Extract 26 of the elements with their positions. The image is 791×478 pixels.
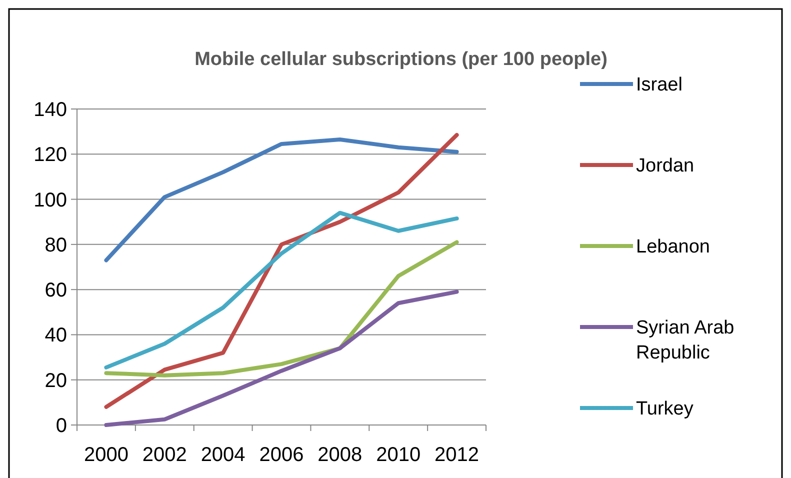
y-tick-label: 40 [44,324,67,347]
y-tick-label: 140 [34,99,67,121]
legend-label: Lebanon [636,236,710,258]
x-tick-label: 2004 [200,444,246,466]
legend-label: Turkey [636,398,694,420]
legend-label: Israel [636,74,682,96]
line-series [104,132,459,409]
x-tick-label: 2008 [318,444,362,466]
line-series [104,240,459,378]
y-tick-label: 100 [34,189,67,212]
x-tick-label: 2010 [376,444,421,466]
line-series [104,210,459,370]
y-tick-label: 120 [34,144,67,166]
chart-title: Mobile cellular subscriptions (per 100 people) [194,49,608,70]
legend-label: Jordan [636,156,694,177]
legend-label: Syrian Arab Republic [636,318,734,364]
x-tick-label: 2012 [434,444,480,466]
x-tick-label: 2000 [84,444,128,466]
y-tick-label: 0 [56,415,67,437]
line-series [104,290,459,427]
y-tick-label: 60 [44,280,67,302]
x-tick-label: 2002 [142,444,187,466]
x-tick-label: 2006 [259,444,304,466]
y-tick-label: 20 [44,370,67,392]
line-series [104,137,459,262]
y-tick-label: 80 [44,234,67,256]
